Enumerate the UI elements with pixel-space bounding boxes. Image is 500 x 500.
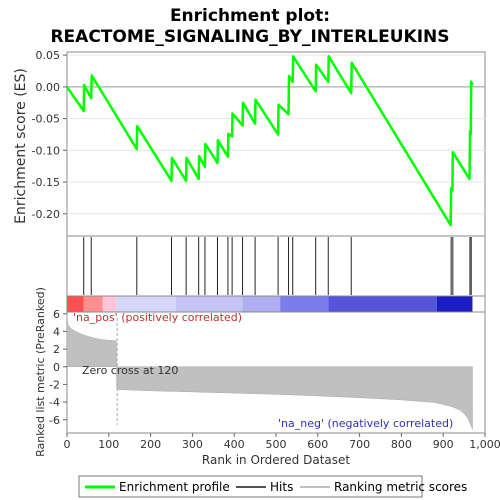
rank-y-tick-label: 6 xyxy=(53,308,60,321)
colorbar-segment xyxy=(83,296,103,312)
x-axis-label: Rank in Ordered Dataset xyxy=(202,453,350,467)
x-tick-label: 200 xyxy=(140,438,161,451)
x-tick-label: 700 xyxy=(349,438,370,451)
es-series-layer xyxy=(65,55,474,227)
pos-label: 'na_pos' (positively correlated) xyxy=(73,311,242,324)
hits-panel-frame xyxy=(66,235,486,297)
colorbar-segment xyxy=(280,296,329,312)
es-y-tick-label: -0.05 xyxy=(32,113,60,126)
colorbar-segment xyxy=(328,296,437,312)
rank-y-tick-label: 2 xyxy=(53,343,60,356)
colorbar-segment xyxy=(67,296,84,312)
rank-y-ticks: 6 4 2 0 -2 -4 -6 xyxy=(49,308,67,427)
zero-cross-label: Zero cross at 120 xyxy=(82,364,178,377)
x-tick-label: 900 xyxy=(433,438,454,451)
es-y-tick-label: -0.10 xyxy=(32,144,60,157)
x-tick-label: 500 xyxy=(266,438,287,451)
rank-y-tick-label: -2 xyxy=(49,378,60,391)
es-panel-frame xyxy=(66,51,486,237)
colorbar-segment xyxy=(175,296,243,312)
colorbar-segment xyxy=(436,296,473,312)
rank-series-layer xyxy=(66,313,473,430)
rank-y-axis-label: Ranked list metric (PreRanked) xyxy=(34,287,47,457)
colorbar-segment xyxy=(116,296,176,312)
legend-label-hits: Hits xyxy=(270,480,293,494)
es-gridlines xyxy=(67,54,485,215)
es-y-axis-label: Enrichment score (ES) xyxy=(13,68,29,224)
chart-title-line1: Enrichment plot: xyxy=(170,6,330,26)
legend-label-enrichment: Enrichment profile xyxy=(119,480,230,494)
neg-label: 'na_neg' (negatively correlated) xyxy=(278,417,453,430)
es-y-ticks: 0.05 0.00 -0.05 -0.10 -0.15 -0.20 xyxy=(32,49,67,221)
x-tick-label: 100 xyxy=(98,438,119,451)
legend-label-ranking: Ranking metric scores xyxy=(334,480,467,494)
x-tick-label: 400 xyxy=(224,438,245,451)
x-tick-label: 1,000 xyxy=(469,438,500,451)
enrichment-profile-line xyxy=(65,55,474,227)
chart-title-line2: REACTOME_SIGNALING_BY_INTERLEUKINS xyxy=(50,27,449,47)
x-tick-label: 300 xyxy=(182,438,203,451)
x-tick-label: 800 xyxy=(391,438,412,451)
es-y-tick-label: -0.20 xyxy=(32,208,60,221)
ranking-metric-area xyxy=(66,313,473,430)
legend: Enrichment profile Hits Ranking metric s… xyxy=(78,475,467,498)
colorbar xyxy=(67,296,473,312)
hits-layer xyxy=(83,237,472,295)
es-y-tick-label: 0.00 xyxy=(36,81,61,94)
rank-y-tick-label: -4 xyxy=(49,396,60,409)
x-axis-ticks: 0 100 200 300 400 500 600 700 800 900 1,000 xyxy=(64,433,500,451)
x-tick-label: 600 xyxy=(307,438,328,451)
colorbar-segment xyxy=(242,296,281,312)
es-y-tick-label: 0.05 xyxy=(36,49,61,62)
colorbar-segment xyxy=(102,296,117,312)
x-tick-label: 0 xyxy=(64,438,71,451)
rank-y-tick-label: 0 xyxy=(53,361,60,374)
rank-y-tick-label: -6 xyxy=(49,414,60,427)
es-y-tick-label: -0.15 xyxy=(32,176,60,189)
rank-y-tick-label: 4 xyxy=(53,325,60,338)
